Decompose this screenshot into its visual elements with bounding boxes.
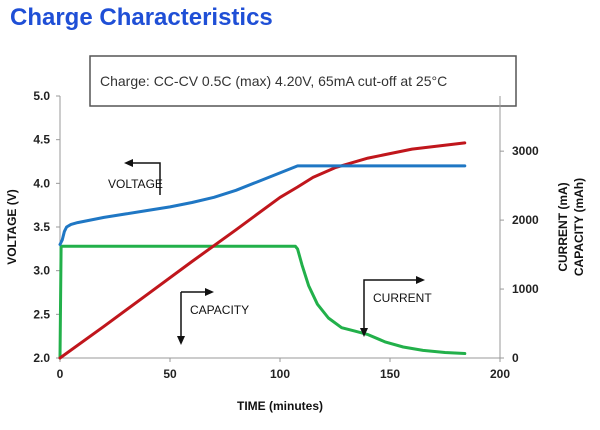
capacity-series-line xyxy=(58,141,467,360)
y-left-tick-label: 2.0 xyxy=(33,351,50,365)
left-axis-title: VOLTAGE (V) xyxy=(5,189,19,265)
voltage-arrow-head xyxy=(124,159,133,167)
capacity-down-arrow-head xyxy=(177,336,185,345)
y-right-tick-label: 2000 xyxy=(512,213,539,227)
annotation-text: Charge: CC-CV 0.5C (max) 4.20V, 65mA cut… xyxy=(100,73,447,89)
y-left-tick-label: 4.5 xyxy=(33,133,50,147)
x-tick-label: 200 xyxy=(490,367,510,381)
voltage-arrow-line xyxy=(131,162,161,195)
current-right-arrow-head xyxy=(416,276,425,284)
y-right-tick-label: 1000 xyxy=(512,282,539,296)
x-axis-title: TIME (minutes) xyxy=(237,399,323,413)
y-left-tick-label: 5.0 xyxy=(33,89,50,103)
y-left-tick-label: 4.0 xyxy=(33,176,50,190)
voltage-label: VOLTAGE xyxy=(108,177,163,191)
y-left-tick-label: 2.5 xyxy=(33,307,50,321)
right-axis-title-capacity: CAPACITY (mAh) xyxy=(572,178,586,276)
y-right-tick-label: 3000 xyxy=(512,144,539,158)
current-series-line xyxy=(58,244,467,360)
capacity-label: CAPACITY xyxy=(190,303,249,317)
x-tick-label: 150 xyxy=(380,367,400,381)
right-axis-title-current: CURRENT (mA) xyxy=(556,182,570,271)
x-tick-label: 0 xyxy=(57,367,64,381)
y-right-tick-label: 0 xyxy=(512,351,519,365)
x-tick-label: 100 xyxy=(270,367,290,381)
current-arrow-line xyxy=(363,279,418,330)
page-title: Charge Characteristics xyxy=(10,4,273,31)
current-label: CURRENT xyxy=(373,291,432,305)
y-left-tick-label: 3.0 xyxy=(33,264,50,278)
annotation-box xyxy=(89,55,517,107)
capacity-right-arrow-head xyxy=(205,288,214,296)
y-left-tick-label: 3.5 xyxy=(33,220,50,234)
x-tick-label: 50 xyxy=(163,367,177,381)
voltage-series-line xyxy=(58,164,467,246)
current-down-arrow-head xyxy=(360,328,368,337)
